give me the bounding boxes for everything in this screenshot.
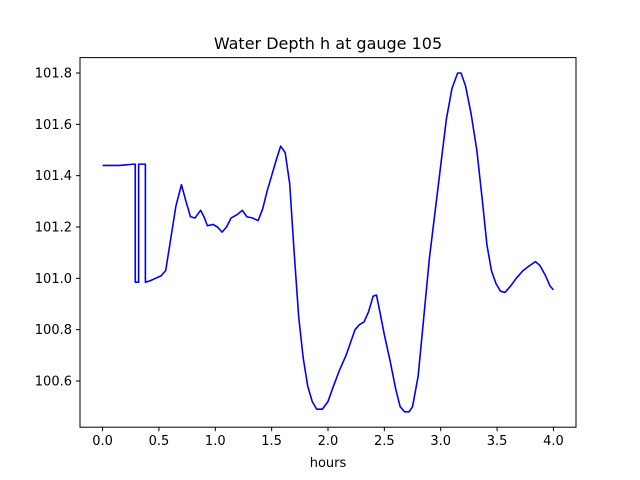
y-tick-label: 100.8 bbox=[35, 323, 72, 338]
chart-title: Water Depth h at gauge 105 bbox=[214, 34, 442, 53]
y-tick-label: 101.4 bbox=[35, 169, 72, 184]
x-tick-label: 0.5 bbox=[149, 434, 170, 449]
x-tick-label: 1.0 bbox=[205, 434, 226, 449]
x-tick-label: 3.0 bbox=[430, 434, 451, 449]
y-tick-label: 100.6 bbox=[35, 375, 72, 390]
y-tick-label: 101.0 bbox=[35, 272, 72, 287]
axes-frame bbox=[79, 57, 577, 428]
series-line-0 bbox=[102, 72, 555, 413]
x-axis-label: hours bbox=[310, 456, 347, 471]
x-tick-label: 0.0 bbox=[92, 434, 113, 449]
y-tick-label: 101.8 bbox=[35, 67, 72, 82]
y-tick-label: 101.2 bbox=[35, 221, 72, 236]
x-tick-label: 2.0 bbox=[318, 434, 339, 449]
x-tick-label: 2.5 bbox=[374, 434, 395, 449]
y-tick-label: 101.6 bbox=[35, 118, 72, 133]
x-axis-ticks: 0.0 0.5 1.0 1.5 2.0 2.5 3.0 3.5 4.0 bbox=[92, 427, 564, 449]
x-tick-label: 1.5 bbox=[261, 434, 282, 449]
plot-area bbox=[102, 72, 555, 413]
y-axis-ticks: 100.6 100.8 101.0 101.2 101.4 101.6 101.8 bbox=[35, 67, 80, 390]
x-tick-label: 4.0 bbox=[543, 434, 564, 449]
x-tick-label: 3.5 bbox=[487, 434, 508, 449]
